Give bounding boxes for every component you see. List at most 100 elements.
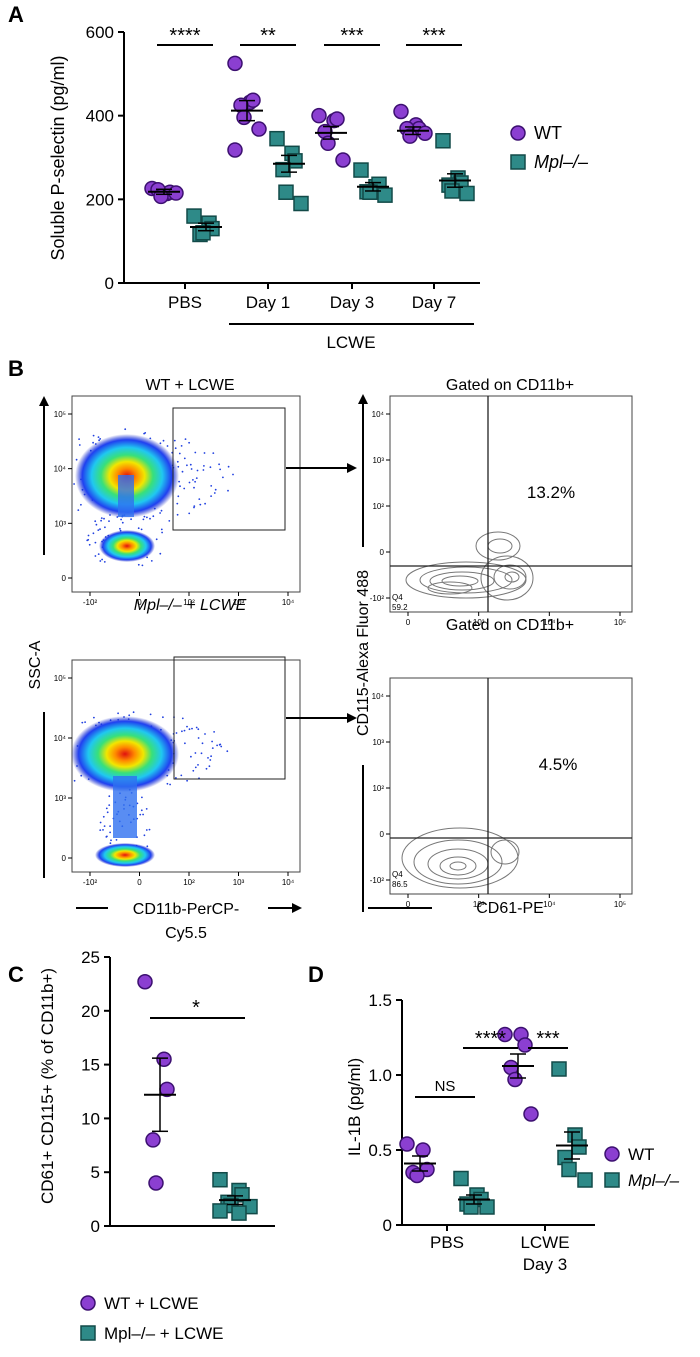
flow-event-dot <box>78 438 80 440</box>
flow-event-dot <box>169 783 172 786</box>
flow-event-dot <box>119 527 121 530</box>
flow-event-dot <box>219 468 222 471</box>
panel-c-ytick-label: 20 <box>81 1002 100 1021</box>
scatter-top-xtick-label: 0 <box>137 598 142 607</box>
legend-c-wt-marker <box>80 1295 96 1311</box>
flow-event-dot <box>160 509 163 512</box>
panel-a-point-wt <box>329 111 345 127</box>
lcwe-group-label: LCWE <box>326 333 375 352</box>
flow-event-dot <box>99 528 101 531</box>
scatter-bottom-xtick-label: 10³ <box>233 878 245 887</box>
flow-event-dot <box>162 716 164 719</box>
flow-event-dot <box>159 552 162 555</box>
flow-event-dot <box>124 428 127 431</box>
flow-event-dot <box>103 825 106 827</box>
panel-d-point-wt <box>399 1136 415 1152</box>
flow-event-dot <box>197 737 200 739</box>
flow-event-dot <box>180 445 183 447</box>
panel-a-point-mpl <box>269 130 285 147</box>
scatter-top-xtick-label: 10⁴ <box>282 598 295 607</box>
q4-label-bottom: Q4 <box>392 870 403 879</box>
q4-value-bottom: 86.5 <box>392 880 408 889</box>
flow-event-dot <box>177 495 180 498</box>
panel-d-point-wt <box>517 1037 533 1053</box>
flow-event-dot <box>128 714 131 717</box>
flow-event-dot <box>191 727 193 730</box>
flow-event-dot <box>132 711 135 714</box>
panel-c-point-wt <box>145 1132 161 1148</box>
flow-event-dot <box>141 796 143 799</box>
panel-d-point-wt <box>497 1026 513 1043</box>
flow-event-dot <box>145 829 148 831</box>
scatter-top-xtick-label: -10² <box>83 598 98 607</box>
q4-label-top: Q4 <box>392 593 403 602</box>
quadrant-pct-top: 13.2% <box>527 483 575 502</box>
panel-d-ylabel: IL-1B (pg/ml) <box>345 1058 364 1156</box>
panel-a-ytick-label: 0 <box>105 274 114 293</box>
scatter-bottom-ytick-label: 10⁵ <box>54 674 66 683</box>
panel-c-point-mpl <box>212 1203 228 1219</box>
panel-a-legend: WT Mpl–/– <box>510 123 589 172</box>
panel-d-point-mpl <box>551 1061 567 1077</box>
flow-event-dot <box>220 745 223 748</box>
scatter-bottom-ytick-label: 0 <box>62 854 67 863</box>
legend-d-mpl-marker <box>604 1172 620 1188</box>
flow-left-title: WT + LCWE <box>145 377 234 394</box>
panel-c-point-wt <box>137 973 153 990</box>
flow-event-dot <box>210 755 213 758</box>
flow-event-dot <box>160 528 163 531</box>
flow-event-dot <box>209 759 212 761</box>
flow-event-dot <box>181 730 183 733</box>
flow-event-dot <box>149 517 151 520</box>
flow-event-dot <box>175 777 177 779</box>
flow-event-dot <box>190 755 192 758</box>
cd11b-gate-2 <box>173 656 286 780</box>
panel-label-a: A <box>8 2 24 27</box>
flow-scatter-bottom: 0 10³ 10⁴ 10⁵ -10² 0 10² 10³ 10⁴ <box>54 656 301 887</box>
flow-event-dot <box>210 495 213 497</box>
panel-d-ytick-label: 1.0 <box>368 1066 392 1085</box>
panel-a-point-mpl <box>275 161 291 178</box>
flow-event-dot <box>145 808 148 810</box>
flow-event-dot <box>195 726 198 729</box>
panel-d-ytick-label: 0.5 <box>368 1141 392 1160</box>
flow-event-dot <box>143 834 146 837</box>
flow-event-dot <box>88 543 91 546</box>
flow-event-dot <box>193 506 195 509</box>
panel-c-ytick-label: 15 <box>81 1056 100 1075</box>
flow-event-dot <box>161 531 164 534</box>
flow-event-dot <box>178 480 181 483</box>
panel-d-sig-label: *** <box>536 1028 560 1050</box>
flow-event-dot <box>204 502 207 505</box>
flow-event-dot <box>173 439 176 442</box>
panel-c-ytick-label: 25 <box>81 948 100 967</box>
flow-event-dot <box>92 532 95 535</box>
flow-event-dot <box>108 520 110 522</box>
contour-bottom-xtick-label: 10⁴ <box>543 900 556 909</box>
flow-event-dot <box>94 555 97 557</box>
panel-a-point-wt <box>335 152 351 168</box>
flow-event-dot <box>202 469 205 471</box>
flow-event-dot <box>184 742 186 745</box>
flow-event-dot <box>168 520 171 522</box>
panel-a-point-mpl <box>377 187 393 203</box>
flow-event-dot <box>212 452 215 454</box>
legend-c-mpl-label: Mpl–/– + LCWE <box>104 1324 224 1343</box>
flow-event-dot <box>108 795 111 798</box>
flow-event-dot <box>232 473 234 476</box>
flow-event-dot <box>188 512 191 515</box>
panel-d-marks: NS**** *** <box>399 1026 593 1215</box>
flow-event-dot <box>174 447 177 450</box>
panel-a-category-label: PBS <box>168 293 202 312</box>
flow-event-dot <box>203 452 206 454</box>
flow-event-dot <box>227 489 229 492</box>
contour-bottom-xtick-label: 0 <box>406 900 411 909</box>
panel-a-point-wt <box>227 142 243 158</box>
flow-event-dot <box>183 457 186 460</box>
flow-event-dot <box>211 747 214 749</box>
flow-event-dot <box>198 498 201 500</box>
q4-value-top: 59.2 <box>392 603 408 612</box>
panel-a-ylabel: Soluble P-selectin (pg/ml) <box>48 55 68 260</box>
panel-a-point-wt <box>393 103 409 120</box>
panel-d-sig-label: NS <box>435 1078 456 1095</box>
